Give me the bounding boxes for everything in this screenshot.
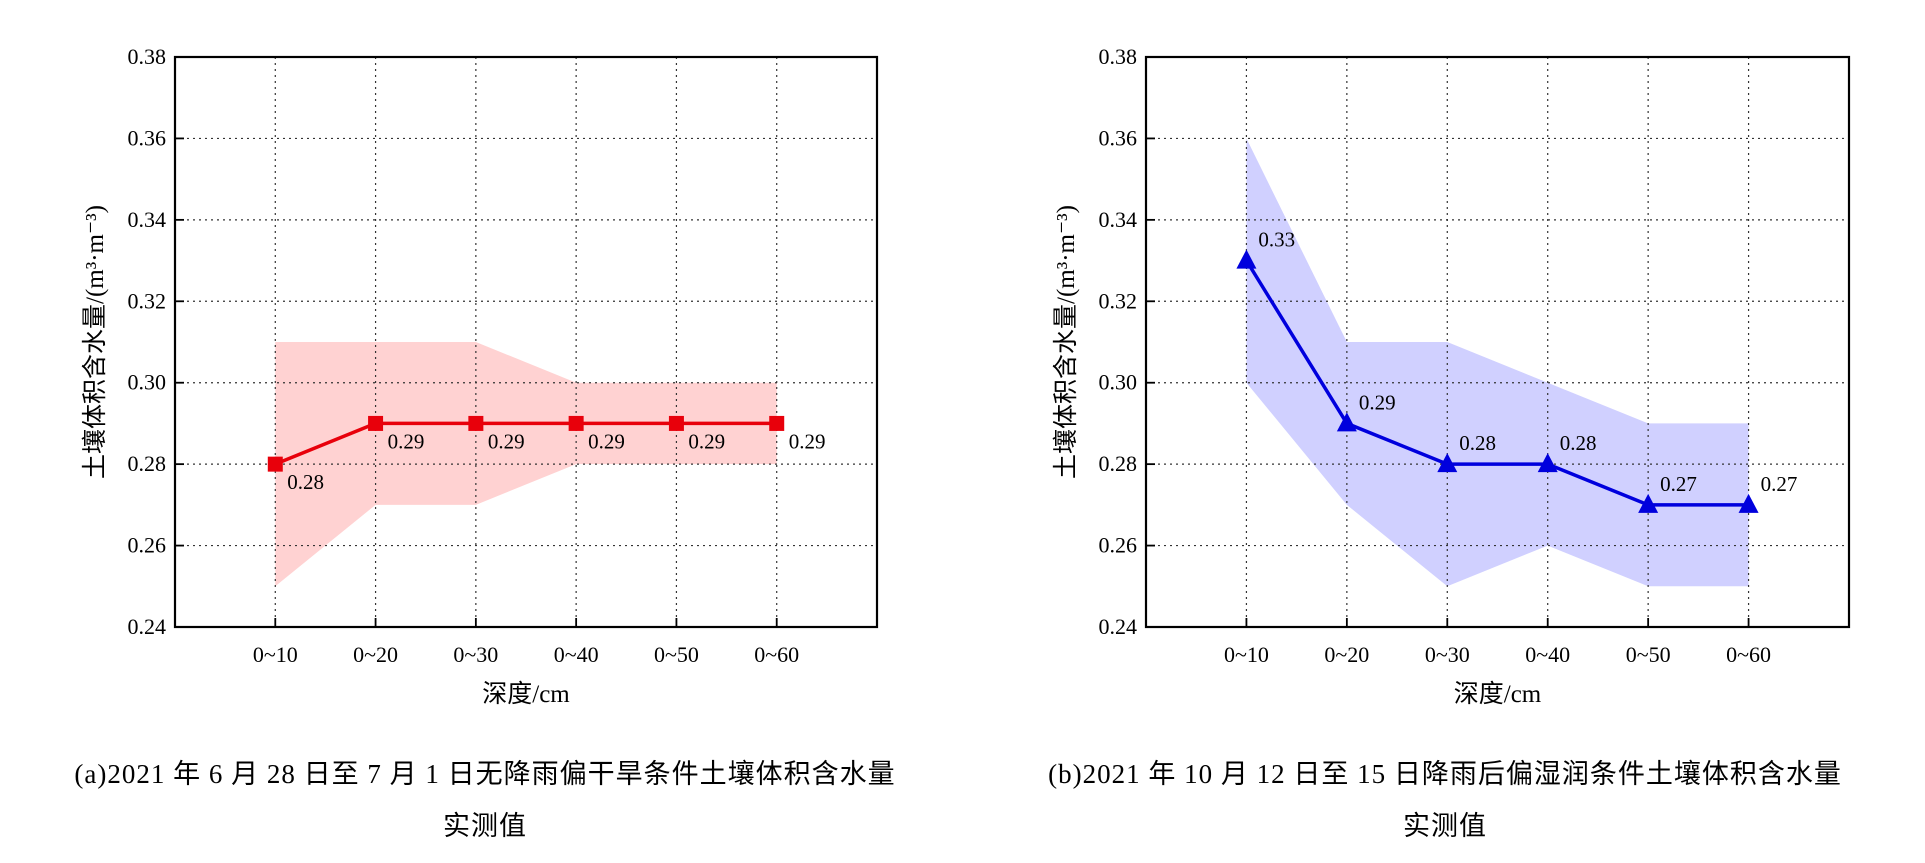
chart-b-ytick-label: 0.36 xyxy=(1099,125,1138,150)
chart-a-band xyxy=(275,342,777,587)
chart-b-xtick-label: 0~50 xyxy=(1626,642,1671,667)
chart-a-data-label: 0.28 xyxy=(287,470,324,494)
chart-a-xtick-label: 0~30 xyxy=(453,642,498,667)
chart-a-point xyxy=(668,415,684,431)
chart-b-point xyxy=(1437,453,1458,473)
chart-b-data-label: 0.29 xyxy=(1359,390,1396,414)
chart-a-xtick-label: 0~60 xyxy=(754,642,799,667)
chart-a: 0.24 0.26 0.28 0.30 0.32 0.34 0.36 0.38 0~10 0~20… xyxy=(81,44,879,708)
chart-b-xlabel: 深度/cm xyxy=(1454,680,1542,708)
chart-a-data-label: 0.29 xyxy=(789,429,826,453)
chart-a-ytick-label: 0.24 xyxy=(128,614,167,639)
chart-a-xtick-label: 0~20 xyxy=(353,642,398,667)
chart-a-point xyxy=(568,415,584,431)
chart-b-xtick-label: 0~20 xyxy=(1324,642,1369,667)
chart-a-ytick-label: 0.28 xyxy=(128,451,167,476)
chart-a-ytick-label: 0.34 xyxy=(128,207,167,232)
chart-b-ytick-label: 0.28 xyxy=(1099,451,1138,476)
chart-b-point xyxy=(1638,493,1659,513)
chart-a-xlabel: 深度/cm xyxy=(482,680,570,708)
chart-a-frame xyxy=(173,55,879,629)
caption-b-line2: 实测值 xyxy=(1403,811,1487,841)
chart-a-ytick-label: 0.32 xyxy=(128,288,167,313)
chart-a-data-label: 0.29 xyxy=(388,429,425,453)
chart-a-xtick-label: 0~10 xyxy=(253,642,298,667)
chart-b-ylabel: 土壤体积含水量/(m³·m⁻³) xyxy=(1052,205,1080,479)
chart-b-ytick-label: 0.26 xyxy=(1099,533,1138,558)
chart-a-series-line xyxy=(274,421,777,466)
caption-b-line1: (b)2021 年 10 月 12 日至 15 日降雨后偏湿润条件土壤体积含水量 xyxy=(1048,759,1842,789)
chart-a-ylabel: 土壤体积含水量/(m³·m⁻³) xyxy=(81,205,109,479)
chart-b-ytick-label: 0.34 xyxy=(1099,207,1138,232)
chart-b-point xyxy=(1537,453,1558,473)
chart-b-point xyxy=(1236,249,1257,269)
chart-a-data-label: 0.29 xyxy=(688,429,725,453)
chart-b-xtick-label: 0~40 xyxy=(1525,642,1570,667)
chart-b-ytick-label: 0.32 xyxy=(1099,288,1138,313)
chart-b-band xyxy=(1246,138,1749,587)
chart-a-point xyxy=(267,456,283,472)
chart-b-ytick-label: 0.24 xyxy=(1099,614,1138,639)
chart-b: 0.24 0.26 0.28 0.30 0.32 0.34 0.36 0.38 0~10 0~20… xyxy=(1052,44,1851,708)
chart-b-data-label: 0.27 xyxy=(1761,472,1798,496)
chart-b-series-line xyxy=(1244,259,1749,507)
chart-a-ytick-label: 0.30 xyxy=(128,370,167,395)
chart-b-ytick-label: 0.30 xyxy=(1099,370,1138,395)
chart-a-point xyxy=(769,415,785,431)
chart-b-point xyxy=(1336,412,1357,432)
chart-a-xtick-label: 0~50 xyxy=(654,642,699,667)
caption-a: (a)2021 年 6 月 28 日至 7 月 1 日无降雨偏干旱条件土壤体积含… xyxy=(5,748,965,852)
chart-a-ytick-label: 0.38 xyxy=(128,44,167,69)
caption-a-line2: 实测值 xyxy=(443,811,527,841)
chart-b-ytick-label: 0.38 xyxy=(1099,44,1138,69)
caption-b: (b)2021 年 10 月 12 日至 15 日降雨后偏湿润条件土壤体积含水量… xyxy=(965,748,1925,852)
chart-a-xtick-label: 0~40 xyxy=(554,642,599,667)
chart-a-point xyxy=(468,415,484,431)
chart-a-data-label: 0.29 xyxy=(488,429,525,453)
chart-b-data-label: 0.27 xyxy=(1660,472,1697,496)
chart-a-ytick-label: 0.36 xyxy=(128,125,167,150)
chart-a-point xyxy=(368,415,384,431)
caption-a-line1: (a)2021 年 6 月 28 日至 7 月 1 日无降雨偏干旱条件土壤体积含… xyxy=(74,759,896,789)
chart-b-point xyxy=(1738,493,1759,513)
chart-b-xtick-label: 0~10 xyxy=(1224,642,1269,667)
chart-b-data-label: 0.28 xyxy=(1459,431,1496,455)
chart-b-data-label: 0.28 xyxy=(1560,431,1597,455)
chart-a-data-label: 0.29 xyxy=(588,429,625,453)
chart-a-ytick-label: 0.26 xyxy=(128,533,167,558)
chart-b-data-label: 0.33 xyxy=(1258,228,1295,252)
chart-b-frame xyxy=(1144,55,1851,629)
chart-b-xtick-label: 0~30 xyxy=(1425,642,1470,667)
chart-b-xtick-label: 0~60 xyxy=(1726,642,1771,667)
